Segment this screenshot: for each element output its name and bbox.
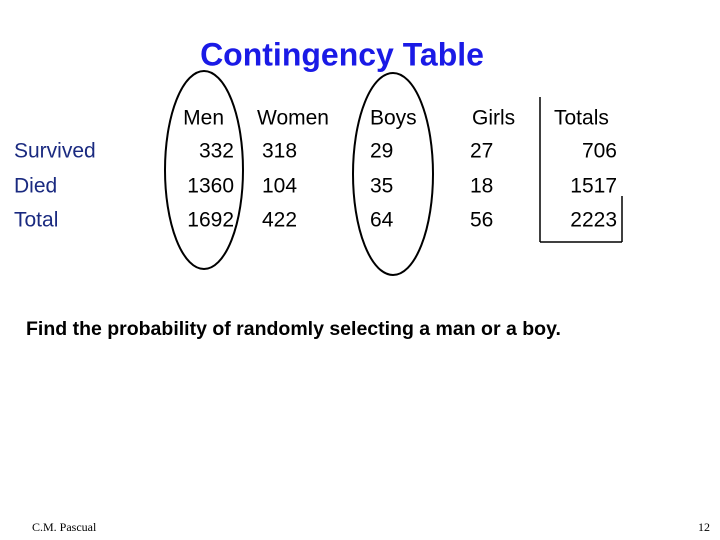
column-header: Men xyxy=(183,107,224,130)
table-cell: 706 xyxy=(582,140,617,163)
question: Find the probability of randomly selecti… xyxy=(26,318,561,340)
table-cell: 422 xyxy=(262,209,297,232)
footer-author: C.M. Pascual xyxy=(32,520,97,534)
table-cell: 64 xyxy=(370,209,394,232)
table-cell: 332 xyxy=(199,140,234,163)
table-cell: 27 xyxy=(470,140,493,163)
row-label: Survived xyxy=(14,140,96,163)
row-label: Died xyxy=(14,175,57,198)
contingency-table: Men Women Boys Girls Totals Survived 332 318 29 2… xyxy=(14,107,617,232)
table-cell: 1360 xyxy=(187,175,234,198)
table-cell: 104 xyxy=(262,175,297,198)
column-header: Women xyxy=(257,107,329,130)
highlight-ellipse xyxy=(164,70,244,270)
table-cell: 1692 xyxy=(187,209,234,232)
table-cell: 318 xyxy=(262,140,297,163)
column-header: Boys xyxy=(370,107,417,130)
page-number: 12 xyxy=(698,520,710,534)
table-cell: 35 xyxy=(370,175,393,198)
highlight-ellipse xyxy=(352,72,434,276)
slide-title: Contingency Table xyxy=(200,36,484,72)
table-cell: 2223 xyxy=(570,209,617,232)
table-cell: 29 xyxy=(370,140,393,163)
table-cell: 1517 xyxy=(570,175,617,198)
table-cell: 56 xyxy=(470,209,493,232)
column-header: Girls xyxy=(472,107,515,130)
table-cell: 18 xyxy=(470,175,493,198)
row-label: Total xyxy=(14,209,58,232)
column-header: Totals xyxy=(554,107,609,130)
